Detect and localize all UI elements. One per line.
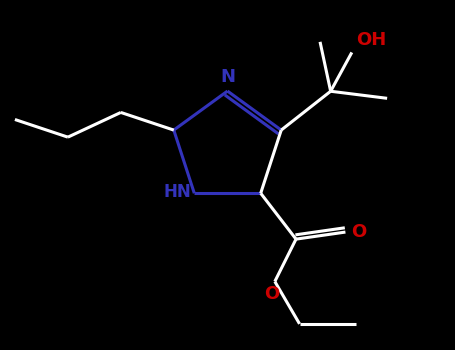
Text: OH: OH [356,30,386,49]
Text: O: O [264,285,279,303]
Text: HN: HN [163,183,191,201]
Text: O: O [351,223,366,241]
Text: N: N [220,68,235,85]
